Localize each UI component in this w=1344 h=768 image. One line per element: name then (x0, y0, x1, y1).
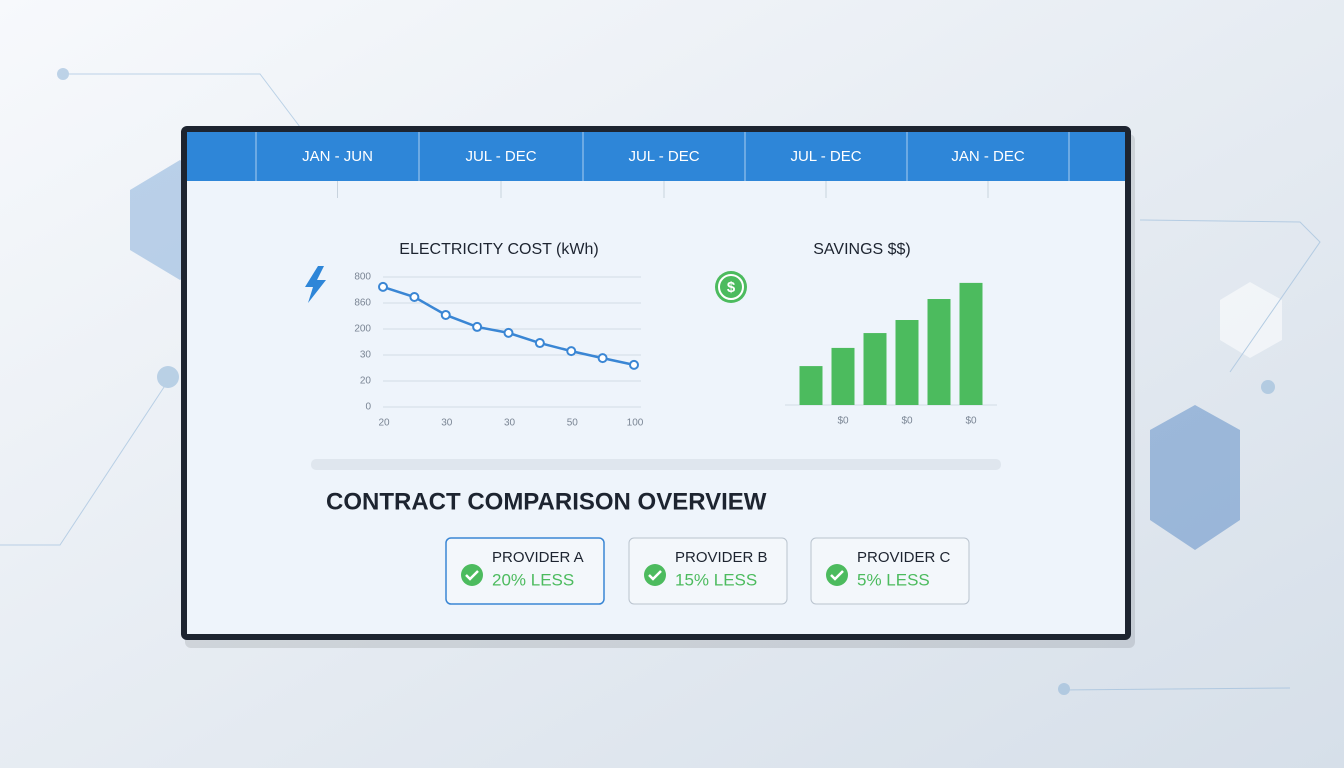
line-point (597, 353, 608, 364)
tab-bar (187, 132, 1125, 181)
bar (799, 366, 823, 405)
x-tick-label: 100 (627, 418, 644, 429)
bar (863, 333, 887, 405)
line-point (534, 338, 545, 349)
y-tick-label: 200 (354, 324, 371, 335)
x-tick-label: $0 (901, 416, 913, 427)
provider-savings: 20% LESS (492, 570, 574, 589)
check-icon (461, 564, 483, 586)
line-point (566, 346, 577, 357)
check-mark (830, 570, 844, 581)
provider-card (628, 537, 788, 605)
bar (831, 347, 855, 405)
provider-savings: 5% LESS (857, 570, 930, 589)
x-tick-label: 30 (441, 418, 453, 429)
bar (927, 299, 951, 405)
check-icon (826, 564, 848, 586)
line-point (409, 292, 420, 303)
line-point (503, 327, 514, 338)
provider-card (445, 537, 605, 605)
line-point (472, 321, 483, 332)
line-point (629, 359, 639, 370)
provider-card (810, 537, 970, 605)
x-tick-label: 50 (567, 418, 579, 429)
provider-name: PROVIDER C (857, 549, 951, 566)
dollar-sign: $ (727, 279, 736, 296)
check-icon (644, 564, 666, 586)
line-point (378, 281, 388, 292)
y-tick-label: 0 (365, 402, 371, 413)
tab-label: JUL - DEC (628, 148, 699, 165)
tab-label: JAN - DEC (951, 148, 1025, 165)
chart-title: ELECTRICITY COST (kWh) (399, 241, 598, 258)
x-tick-label: $0 (965, 416, 977, 427)
x-tick-label: 20 (378, 418, 390, 429)
tab-label: JAN - JUN (302, 148, 373, 165)
dollar-icon-ring (718, 274, 744, 300)
y-tick-label: 30 (360, 350, 372, 361)
x-tick-label: $0 (837, 416, 849, 427)
tab-label: JUL - DEC (465, 148, 536, 165)
x-tick-label: 30 (504, 418, 516, 429)
check-mark (465, 570, 479, 581)
provider-name: PROVIDER B (675, 549, 768, 566)
check-mark (648, 570, 662, 581)
bar (959, 282, 983, 405)
y-tick-label: 20 (360, 376, 372, 387)
lightning-icon (305, 266, 326, 303)
section-title: CONTRACT COMPARISON OVERVIEW (326, 488, 767, 515)
tab-label: JUL - DEC (790, 148, 861, 165)
provider-name: PROVIDER A (492, 549, 584, 566)
y-tick-label: 800 (354, 272, 371, 283)
divider (311, 459, 1001, 470)
chart-title: SAVINGS $$) (813, 241, 911, 258)
provider-savings: 15% LESS (675, 570, 757, 589)
bar (895, 320, 919, 405)
line-point (440, 309, 451, 320)
y-tick-label: 860 (354, 298, 371, 309)
